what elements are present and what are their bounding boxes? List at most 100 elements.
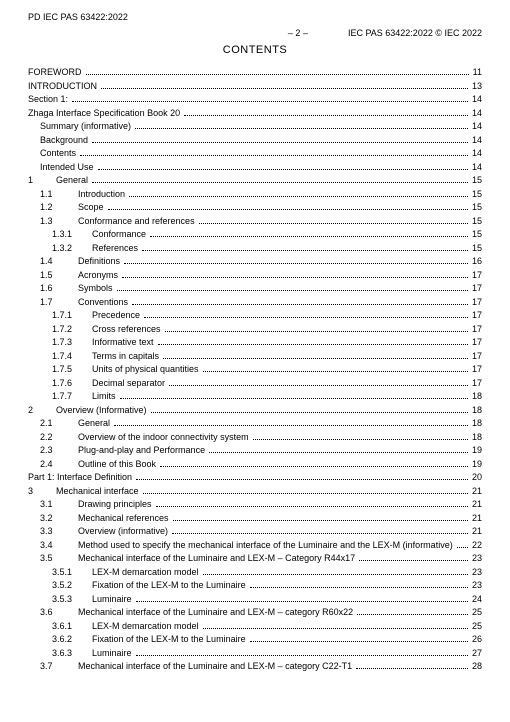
toc-entry-page: 27 [470,647,482,661]
toc-leader-dots [132,297,468,304]
toc-entry-number: 3.6.3 [52,647,92,661]
toc-entry-page: 17 [470,323,482,337]
toc-entry-number: 2.1 [40,417,78,431]
toc-entry-page: 11 [471,66,482,80]
toc-entry-number: 3.3 [40,525,78,539]
toc-entry-label: Section 1: [28,93,70,107]
toc-row: Part 1: Interface Definition20 [28,471,482,485]
toc-entry-page: 17 [470,282,482,296]
toc-entry-number: 1.1 [40,188,78,202]
toc-entry-label: Mechanical interface of the Luminaire an… [78,552,357,566]
toc-entry-number: 3.6 [40,606,78,620]
toc-entry-page: 14 [470,120,482,134]
toc-entry-label: Part 1: Interface Definition [28,471,134,485]
toc-entry-label: Units of physical quantities [92,363,201,377]
toc-row: 3Mechanical interface21 [28,485,482,499]
toc-leader-dots [169,378,468,385]
toc-leader-dots [124,257,468,264]
contents-title: CONTENTS [28,44,482,56]
toc-leader-dots [144,311,468,318]
toc-row: 3.6.2Fixation of the LEX-M to the Lumina… [28,633,482,647]
toc-leader-dots [209,446,468,453]
toc-leader-dots [117,284,468,291]
toc-entry-number: 1.7 [40,296,78,310]
toc-leader-dots [203,621,468,628]
toc-leader-dots [108,203,468,210]
toc-entry-number: 1.3 [40,215,78,229]
toc-entry-page: 17 [470,269,482,283]
toc-row: 1.7.3Informative text17 [28,336,482,350]
toc-entry-number: 1.7.6 [52,377,92,391]
toc-leader-dots [129,189,468,196]
toc-entry-number: 2.4 [40,458,78,472]
toc-row: 2.4Outline of this Book19 [28,458,482,472]
toc-leader-dots [359,554,468,561]
toc-leader-dots [253,432,468,439]
toc-entry-label: Zhaga Interface Specification Book 20 [28,107,182,121]
toc-row: 3.5.2Fixation of the LEX-M to the Lumina… [28,579,482,593]
toc-entry-label: Mechanical interface of the Luminaire an… [78,606,355,620]
toc-row: 3.6.3Luminaire27 [28,647,482,661]
toc-leader-dots [86,68,469,75]
page-number: – 2 – [288,28,308,38]
toc-entry-label: Mechanical references [78,512,171,526]
toc-leader-dots [135,122,468,129]
toc-entry-label: Terms in capitals [92,350,161,364]
toc-row: 3.5.1LEX-M demarcation model23 [28,566,482,580]
toc-entry-label: Definitions [78,255,122,269]
toc-entry-label: Method used to specify the mechanical in… [78,539,455,553]
toc-entry-label: Luminaire [92,593,134,607]
toc-row: 3.4Method used to specify the mechanical… [28,539,482,553]
toc-row: 1.7.5Units of physical quantities17 [28,363,482,377]
toc-leader-dots [72,95,468,102]
toc-entry-number: 3.5.2 [52,579,92,593]
toc-entry-label: Informative text [92,336,156,350]
toc-entry-label: References [92,242,140,256]
toc-row: 1.2Scope15 [28,201,482,215]
toc-entry-label: Conventions [78,296,130,310]
toc-entry-label: FOREWORD [28,66,84,80]
toc-entry-page: 21 [470,512,482,526]
toc-leader-dots [165,324,468,331]
toc-entry-label: INTRODUCTION [28,80,99,94]
toc-entry-number: 1.5 [40,269,78,283]
toc-entry-page: 25 [470,620,482,634]
toc-entry-number: 3.6.2 [52,633,92,647]
toc-leader-dots [142,243,468,250]
toc-entry-page: 23 [470,552,482,566]
toc-row: 3.2Mechanical references21 [28,512,482,526]
toc-entry-label: Precedence [92,309,142,323]
toc-leader-dots [92,176,468,183]
toc-entry-page: 18 [470,417,482,431]
toc-entry-number: 1.7.2 [52,323,92,337]
toc-entry-number: 3.4 [40,539,78,553]
toc-entry-page: 21 [470,498,482,512]
toc-entry-number: 2.2 [40,431,78,445]
toc-leader-dots [80,149,468,156]
toc-entry-page: 17 [470,350,482,364]
toc-entry-label: Limits [92,390,118,404]
toc-entry-label: Overview (informative) [78,525,170,539]
toc-leader-dots [250,635,468,642]
toc-entry-label: LEX-M demarcation model [92,566,201,580]
toc-entry-page: 26 [470,633,482,647]
toc-leader-dots [143,486,468,493]
toc-row: 1.1Introduction15 [28,188,482,202]
page: PD IEC PAS 63422:2022 – 2 – IEC PAS 6342… [0,0,510,722]
toc-entry-page: 17 [470,377,482,391]
toc-entry-page: 24 [470,593,482,607]
toc-entry-page: 13 [470,80,482,94]
toc-entry-number: 3.5.1 [52,566,92,580]
toc-row: 1.3.2References15 [28,242,482,256]
toc-entry-page: 22 [470,539,482,553]
toc-entry-label: Intended Use [40,161,96,175]
toc-entry-label: Mechanical interface of the Luminaire an… [78,660,354,674]
toc-row: Contents14 [28,147,482,161]
toc-entry-page: 17 [470,296,482,310]
toc-entry-label: Contents [40,147,78,161]
toc-entry-label: Cross references [92,323,163,337]
toc-entry-label: Summary (informative) [40,120,133,134]
toc-leader-dots [203,365,468,372]
toc-row: Summary (informative) 14 [28,120,482,134]
toc-leader-dots [136,473,468,480]
